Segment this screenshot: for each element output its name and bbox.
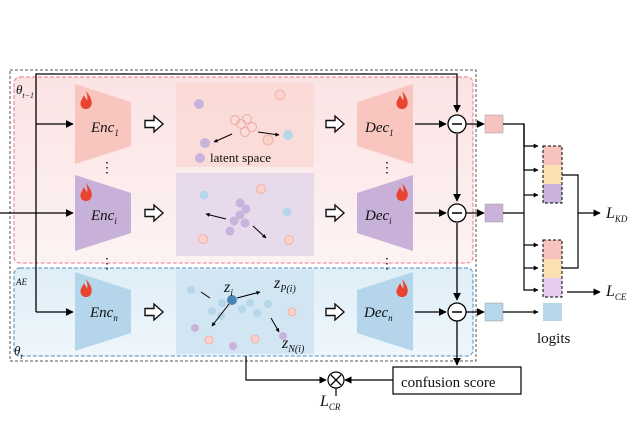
skip-line-1 [35, 73, 461, 124]
decoder-1: Dec1 [357, 84, 413, 164]
loss-kd-label: LKD [605, 205, 628, 224]
deci-label: Deci [364, 208, 392, 226]
encoder-i: Enci [75, 175, 131, 251]
logits-label: logits [537, 331, 571, 347]
multiply-circle [327, 371, 345, 389]
encoder-1: Enc1 [75, 84, 131, 164]
latent-panel-i [176, 173, 314, 256]
output-square-1 [484, 114, 504, 134]
zp-label: zP(i) [273, 275, 296, 295]
decoder-n: Decn [357, 272, 413, 351]
encn-label: Encn [89, 305, 118, 323]
zi-label: zi [223, 279, 233, 299]
minus-circle-i [447, 203, 467, 223]
loss-cr-label: LCR [319, 393, 341, 412]
theta-top-label: θt−1 [16, 82, 34, 100]
theta-bottom-label: θt [14, 343, 23, 361]
encoder-n: Encn [75, 272, 131, 351]
vdots-enc-2: ⋮ [100, 257, 114, 272]
enci-label: Enci [90, 208, 117, 226]
latent-to-cr-line [245, 356, 327, 384]
decoder-i: Deci [357, 175, 413, 251]
decn-label: Decn [363, 305, 393, 323]
minus-circle-n [447, 302, 467, 322]
loss-ce-label: LCE [605, 283, 627, 302]
vdots-dec-1: ⋮ [380, 161, 394, 176]
enc1-label: Enc1 [90, 120, 119, 138]
vdots-enc-1: ⋮ [100, 161, 114, 176]
dec1-label: Dec1 [364, 120, 394, 138]
latent-n-points [187, 286, 297, 350]
latent-space-label: latent space [210, 150, 271, 165]
minus-circle-1 [447, 114, 467, 134]
zn-label: zN(i) [281, 335, 305, 355]
confusion-score-box [392, 366, 522, 395]
latent-1-points [194, 89, 293, 163]
output-square-n [484, 302, 504, 322]
vdots-dec-2: ⋮ [380, 257, 394, 272]
confusion-score-label: confusion score [401, 375, 496, 391]
teacher-logits-stack [542, 145, 563, 204]
student-logits-stack [542, 239, 563, 321]
ae-label: AE [15, 277, 27, 287]
output-square-i [484, 203, 504, 223]
latent-i-points [198, 184, 294, 245]
